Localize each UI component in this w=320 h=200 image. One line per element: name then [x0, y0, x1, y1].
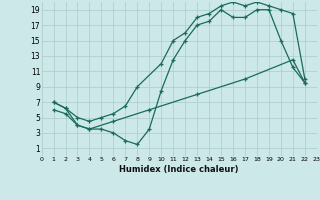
- X-axis label: Humidex (Indice chaleur): Humidex (Indice chaleur): [119, 165, 239, 174]
